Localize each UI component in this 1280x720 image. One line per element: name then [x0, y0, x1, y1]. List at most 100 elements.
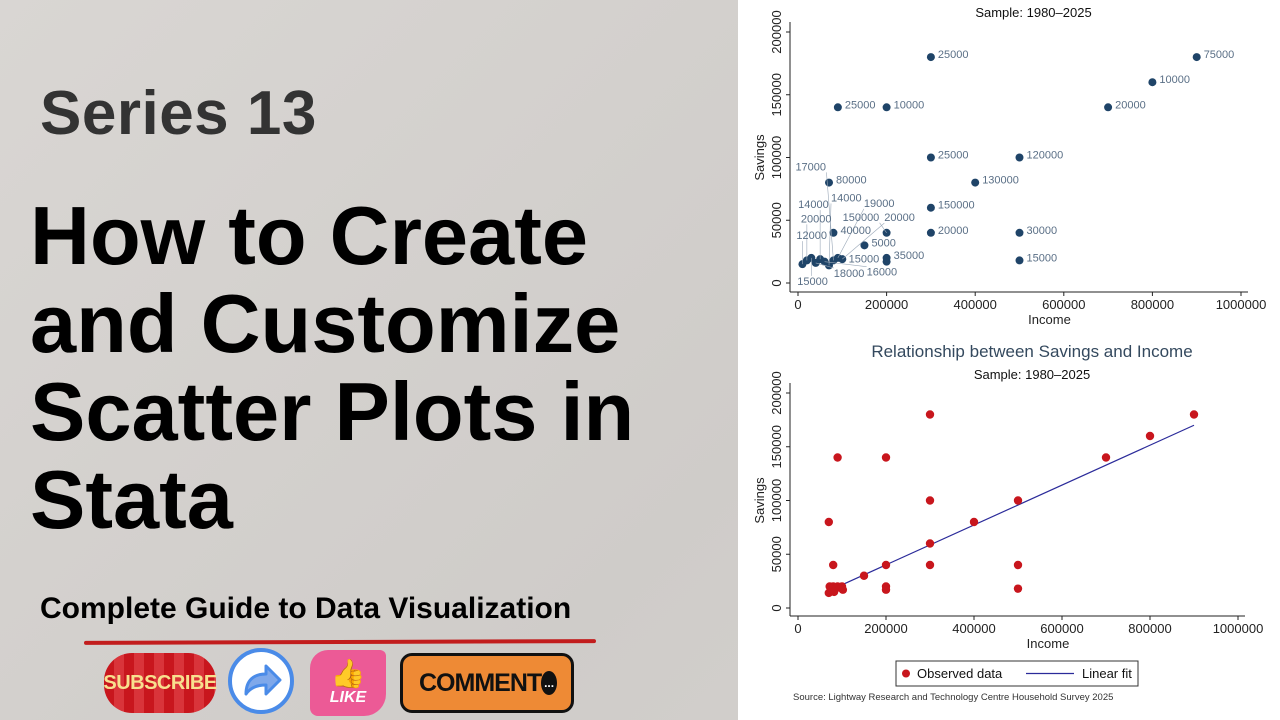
data-point: [971, 178, 980, 187]
label-leader-line: [837, 208, 865, 259]
y-tick-label: 150000: [769, 73, 784, 116]
x-tick-label: 400000: [954, 297, 997, 312]
data-point: [1015, 153, 1024, 162]
point-label: 130000: [982, 175, 1019, 187]
point-label: 14000: [798, 199, 829, 211]
data-point: [1192, 53, 1201, 62]
x-tick-label: 400000: [952, 621, 995, 636]
x-tick-label: 0: [794, 621, 801, 636]
legend-box: [895, 660, 1139, 687]
point-label: 12000: [796, 230, 827, 242]
data-point: [829, 560, 838, 570]
data-point: [925, 496, 935, 505]
label-leader-line: [842, 222, 885, 260]
point-label: 10000: [1159, 74, 1190, 86]
x-tick-label: 200000: [865, 297, 908, 312]
chart-source-note: Source: Lightway Research and Technology…: [793, 692, 1113, 703]
data-point: [881, 585, 891, 594]
y-axis-title: Savings: [752, 477, 767, 524]
chart-subtitle: Sample: 1980–2025: [974, 367, 1090, 382]
chart-subtitle: Sample: 1980–2025: [975, 5, 1091, 20]
data-point: [926, 53, 935, 62]
share-button[interactable]: [228, 648, 294, 714]
share-arrow-icon: [244, 664, 282, 696]
label-leader-line: [826, 172, 834, 261]
label-leader-line: [828, 203, 832, 266]
data-point: [1013, 584, 1023, 593]
point-label: 17000: [795, 161, 826, 173]
point-label: 15000: [1027, 252, 1058, 264]
y-tick-label: 150000: [769, 425, 784, 468]
data-point: [925, 539, 935, 548]
like-button[interactable]: 👍 LIKE: [310, 650, 386, 716]
point-label: 40000: [840, 225, 871, 237]
point-label: 20000: [1115, 99, 1146, 111]
data-point: [926, 153, 935, 162]
x-tick-label: 800000: [1128, 621, 1171, 636]
legend-marker-observed: [902, 669, 910, 678]
y-axis-title: Savings: [752, 134, 767, 181]
data-point: [859, 571, 869, 580]
point-label: 30000: [1027, 225, 1058, 237]
y-tick-label: 50000: [769, 202, 784, 238]
data-point: [838, 585, 848, 594]
label-leader-lines: [802, 172, 887, 276]
point-label: 5000: [871, 237, 895, 249]
data-point: [881, 453, 891, 462]
y-tick-label: 50000: [769, 536, 784, 572]
data-point: [925, 560, 935, 570]
data-point: [1015, 256, 1024, 265]
data-point: [1015, 228, 1024, 237]
point-label: 75000: [1204, 49, 1235, 61]
point-label: 18000: [834, 268, 865, 280]
legend-label-fit: Linear fit: [1082, 666, 1132, 681]
data-point: [860, 241, 869, 250]
x-tick-label: 1000000: [1216, 297, 1267, 312]
data-point: [925, 410, 935, 419]
title-line: and Customize: [30, 277, 621, 370]
subscribe-button[interactable]: SUBSCRIBE: [103, 653, 217, 713]
point-label: 20000: [801, 213, 832, 225]
x-tick-label: 600000: [1040, 621, 1083, 636]
point-label: 20000: [938, 225, 969, 237]
x-tick-label: 1000000: [1213, 621, 1264, 636]
video-subtitle: Complete Guide to Data Visualization: [40, 592, 572, 625]
point-label: 120000: [1027, 150, 1064, 162]
data-point: [833, 453, 842, 462]
point-label: 19000: [864, 198, 895, 210]
title-line: Stata: [30, 453, 233, 546]
y-tick-label: 200000: [769, 371, 784, 414]
point-label: 80000: [836, 175, 867, 187]
point-label: 20000: [884, 212, 915, 224]
chart-title: Relationship between Savings and Income: [871, 342, 1192, 361]
data-point: [1148, 78, 1157, 87]
point-label: 35000: [894, 250, 925, 262]
comment-button[interactable]: COMMENT ...: [400, 653, 574, 713]
comment-label: COMMENT: [419, 668, 542, 697]
x-axis-title: Income: [1027, 636, 1070, 651]
video-title: How to Create and Customize Scatter Plot…: [30, 192, 730, 544]
data-point: [882, 103, 891, 112]
title-line: Scatter Plots in: [30, 365, 635, 458]
point-label: 25000: [938, 49, 969, 61]
data-point: [825, 178, 834, 187]
y-tick-label: 0: [769, 279, 784, 286]
x-axis-title: Income: [1028, 312, 1071, 327]
data-point: [926, 228, 935, 237]
point-label: 150000: [843, 212, 880, 224]
point-label: 25000: [938, 150, 969, 162]
y-tick-label: 200000: [769, 10, 784, 53]
data-point: [1101, 453, 1111, 462]
point-label: 150000: [938, 200, 975, 212]
data-point: [829, 587, 839, 597]
subscribe-label: SUBSCRIBE: [103, 671, 217, 694]
chat-bubble-icon: ...: [541, 671, 557, 695]
y-tick-label: 100000: [769, 479, 784, 522]
label-leader-line: [824, 261, 867, 267]
point-label: 14000: [831, 192, 862, 204]
x-tick-label: 600000: [1042, 297, 1085, 312]
charts-panel: [738, 0, 1280, 720]
point-label: 15000: [849, 254, 880, 266]
x-tick-label: 0: [794, 297, 801, 312]
